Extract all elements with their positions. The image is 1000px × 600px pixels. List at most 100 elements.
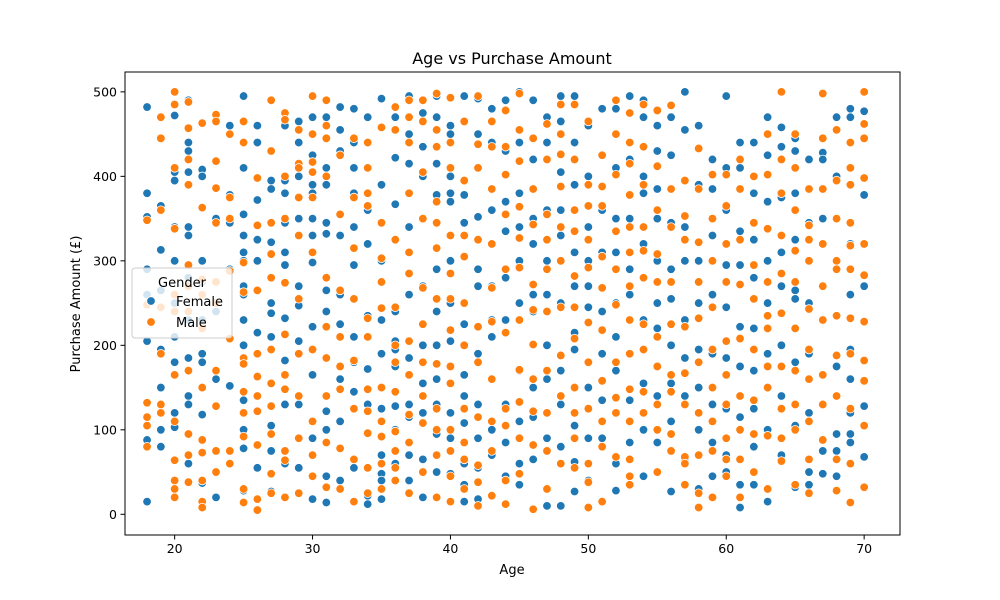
point-female xyxy=(831,429,842,439)
point-male xyxy=(376,382,387,393)
point-male xyxy=(638,245,649,256)
point-female xyxy=(238,315,249,325)
x-tick-label: 50 xyxy=(580,541,596,556)
point-female xyxy=(183,230,194,241)
point-male xyxy=(500,475,511,486)
point-male xyxy=(445,496,456,507)
point-male xyxy=(142,420,152,431)
point-male xyxy=(335,285,345,296)
point-male xyxy=(459,437,469,448)
point-male xyxy=(349,403,359,414)
point-male xyxy=(514,397,525,407)
point-male xyxy=(404,268,414,279)
point-female xyxy=(735,260,745,270)
point-male xyxy=(735,492,745,503)
point-male xyxy=(487,283,497,293)
point-female xyxy=(514,188,525,198)
point-male xyxy=(307,192,318,203)
point-male xyxy=(445,361,456,372)
chart-title: Age vs Purchase Amount xyxy=(412,49,612,68)
point-female xyxy=(625,437,635,448)
point-male xyxy=(762,323,773,334)
point-male xyxy=(625,247,635,258)
point-male xyxy=(721,169,731,180)
point-female xyxy=(321,306,332,317)
point-female xyxy=(294,137,304,148)
point-male xyxy=(707,256,718,266)
point-male xyxy=(556,256,566,266)
point-male xyxy=(211,446,221,456)
point-male xyxy=(735,184,745,194)
point-male xyxy=(266,344,276,355)
point-female xyxy=(321,180,332,190)
point-male xyxy=(652,277,663,287)
point-female xyxy=(528,382,538,393)
point-female xyxy=(238,247,249,258)
point-male xyxy=(307,167,318,177)
point-male xyxy=(225,458,235,469)
point-male xyxy=(418,95,428,106)
point-female xyxy=(156,245,166,255)
point-female xyxy=(666,112,676,122)
point-male xyxy=(735,235,745,245)
point-female xyxy=(597,104,607,114)
point-male xyxy=(597,201,607,211)
point-male xyxy=(514,315,525,325)
point-female xyxy=(252,327,263,338)
point-male xyxy=(404,437,414,448)
point-male xyxy=(625,281,635,291)
point-female xyxy=(238,209,249,220)
point-female xyxy=(376,93,387,104)
point-female xyxy=(707,399,718,410)
point-female xyxy=(294,336,304,346)
point-female xyxy=(418,108,428,118)
point-male xyxy=(431,403,442,414)
point-male xyxy=(390,387,400,397)
point-female xyxy=(707,184,718,194)
point-female xyxy=(818,213,828,224)
point-male xyxy=(749,344,759,355)
point-male xyxy=(363,201,373,211)
point-female xyxy=(569,247,580,258)
point-male xyxy=(363,428,373,438)
legend-marker-male xyxy=(146,317,156,327)
point-male xyxy=(611,226,621,236)
point-male xyxy=(252,371,263,382)
point-male xyxy=(266,488,276,498)
point-male xyxy=(625,384,635,394)
point-male xyxy=(280,455,290,465)
point-male xyxy=(376,253,387,263)
point-female xyxy=(638,425,649,435)
point-female xyxy=(556,230,566,241)
point-female xyxy=(363,239,373,249)
point-female xyxy=(611,104,621,114)
point-male xyxy=(707,446,718,456)
point-male xyxy=(652,105,663,116)
point-female xyxy=(321,229,332,239)
point-female xyxy=(611,332,621,342)
point-male xyxy=(431,294,442,304)
point-male xyxy=(390,475,400,486)
point-male xyxy=(321,322,332,332)
point-female xyxy=(280,313,290,323)
point-male xyxy=(638,273,649,283)
point-female xyxy=(238,91,249,101)
point-male xyxy=(294,192,304,203)
point-female xyxy=(487,425,497,435)
point-male xyxy=(638,180,649,190)
point-male xyxy=(693,408,704,418)
point-female xyxy=(500,226,511,236)
point-female xyxy=(197,357,207,367)
point-male xyxy=(169,370,180,380)
point-female xyxy=(183,458,194,469)
point-female xyxy=(445,129,456,139)
point-male xyxy=(225,446,235,456)
point-male xyxy=(693,143,704,154)
point-male xyxy=(211,183,221,193)
point-female xyxy=(749,323,759,334)
point-male xyxy=(680,322,690,332)
point-male xyxy=(445,163,456,173)
point-male xyxy=(266,401,276,411)
point-male xyxy=(625,137,635,148)
